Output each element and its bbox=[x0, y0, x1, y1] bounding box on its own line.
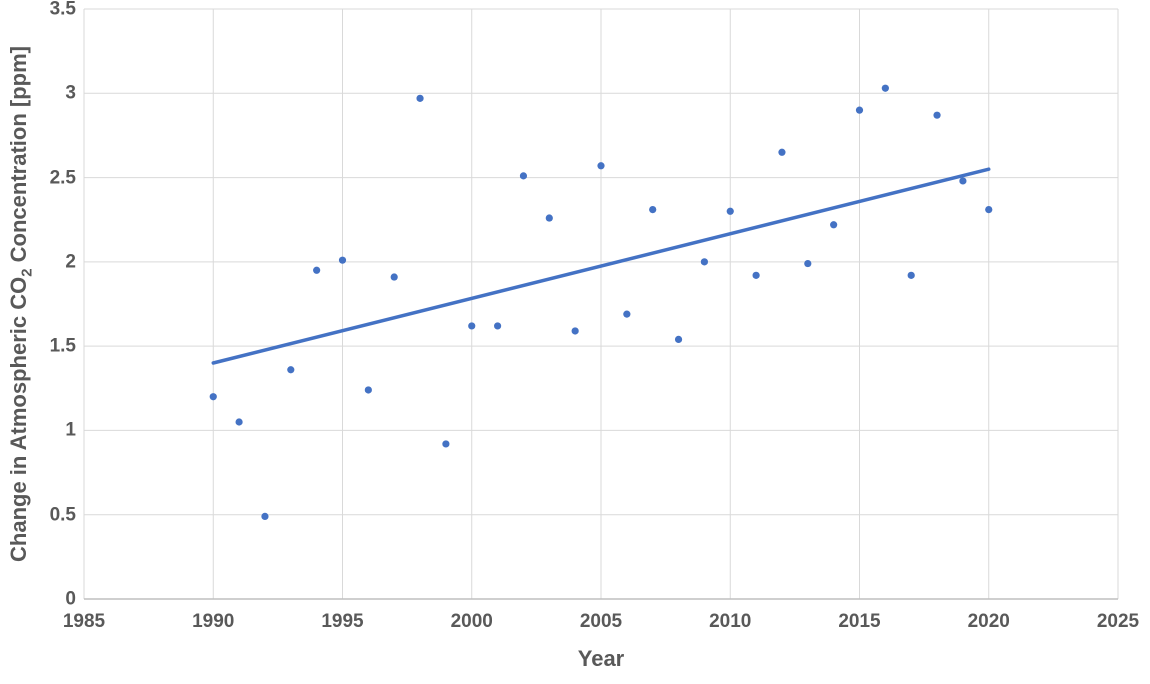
y-tick-label: 2.5 bbox=[49, 167, 76, 189]
x-axis-title-text: Year bbox=[577, 646, 625, 671]
x-axis-title: Year bbox=[578, 646, 625, 672]
x-tick-label: 2020 bbox=[967, 611, 1010, 632]
scatter-point bbox=[338, 256, 347, 264]
y-tick-label: 1 bbox=[65, 419, 76, 441]
scatter-point bbox=[313, 266, 321, 274]
x-tick-label: 1985 bbox=[62, 611, 106, 632]
scatter-point bbox=[881, 84, 889, 92]
trend-line bbox=[211, 167, 991, 365]
x-tick-label: 2015 bbox=[838, 611, 881, 632]
x-tick-label: 2005 bbox=[579, 611, 623, 632]
y-axis-title-pre: Change in Atmospheric CO bbox=[6, 276, 31, 562]
scatter-point bbox=[855, 106, 864, 114]
scatter-point bbox=[287, 366, 295, 374]
y-axis-title: Change in Atmospheric CO2 Concentration … bbox=[6, 46, 36, 562]
scatter-point bbox=[778, 148, 786, 156]
scatter-point bbox=[907, 271, 915, 279]
scatter-point bbox=[726, 207, 734, 215]
scatter-point bbox=[571, 327, 579, 335]
scatter-point bbox=[674, 335, 683, 343]
scatter-point bbox=[261, 512, 269, 521]
y-tick-label: 0 bbox=[65, 588, 76, 610]
x-tick-label: 1995 bbox=[321, 611, 364, 632]
scatter-point bbox=[416, 94, 424, 102]
x-tick-label: 2000 bbox=[450, 611, 493, 632]
scatter-point bbox=[597, 162, 605, 170]
scatter-point bbox=[804, 259, 812, 268]
scatter-point bbox=[209, 393, 217, 401]
scatter-point bbox=[364, 386, 372, 394]
scatter-point bbox=[752, 271, 760, 279]
scatter-point bbox=[649, 206, 657, 214]
y-tick-label: 1.5 bbox=[49, 335, 76, 357]
scatter-point bbox=[623, 310, 631, 318]
scatter-point bbox=[235, 418, 243, 426]
scatter-point bbox=[985, 206, 993, 214]
x-tick-label: 2025 bbox=[1096, 611, 1140, 632]
scatter-point bbox=[933, 111, 941, 119]
y-tick-label: 3 bbox=[65, 82, 76, 104]
scatter-point bbox=[700, 258, 709, 266]
y-axis-title-subscript: 2 bbox=[18, 268, 36, 277]
scatter-point bbox=[468, 322, 476, 330]
scatter-point bbox=[959, 177, 967, 185]
scatter-point bbox=[519, 172, 528, 180]
y-tick-label: 2 bbox=[65, 251, 76, 273]
scatter-point bbox=[442, 440, 450, 448]
scatter-point bbox=[545, 214, 553, 222]
scatter-point bbox=[390, 273, 398, 281]
y-tick-label: 3.5 bbox=[49, 0, 76, 20]
scatter-point bbox=[494, 322, 502, 330]
y-tick-label: 0.5 bbox=[49, 504, 76, 526]
scatter-point bbox=[830, 221, 838, 229]
x-tick-label: 2010 bbox=[709, 611, 752, 632]
y-axis-title-post: Concentration [ppm] bbox=[6, 46, 31, 269]
x-tick-label: 1990 bbox=[192, 611, 235, 632]
